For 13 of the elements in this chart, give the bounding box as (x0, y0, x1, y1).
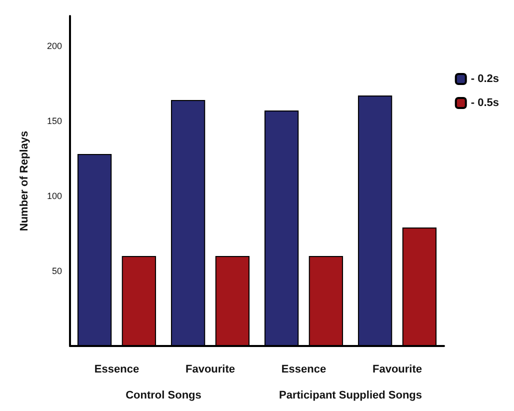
text: Participant Supplied Songs (278, 390, 422, 402)
y-axis-title: Number of Replays (18, 130, 30, 232)
y-tick-label: 100 (46, 191, 62, 201)
legend-label: - 0.2s (470, 73, 500, 85)
x-tick-label: Favourite (372, 364, 422, 376)
text: Control Songs (126, 390, 202, 402)
x-tick-label: Essence (281, 364, 326, 376)
y-tick-label: 50 (52, 266, 62, 276)
x-tick-label: Essence (94, 364, 140, 376)
x-tick-label: Favourite (185, 364, 236, 376)
y-tick-label: 150 (46, 116, 62, 126)
y-tick-label: 200 (46, 41, 62, 51)
legend-label: - 0.5s (470, 97, 500, 109)
